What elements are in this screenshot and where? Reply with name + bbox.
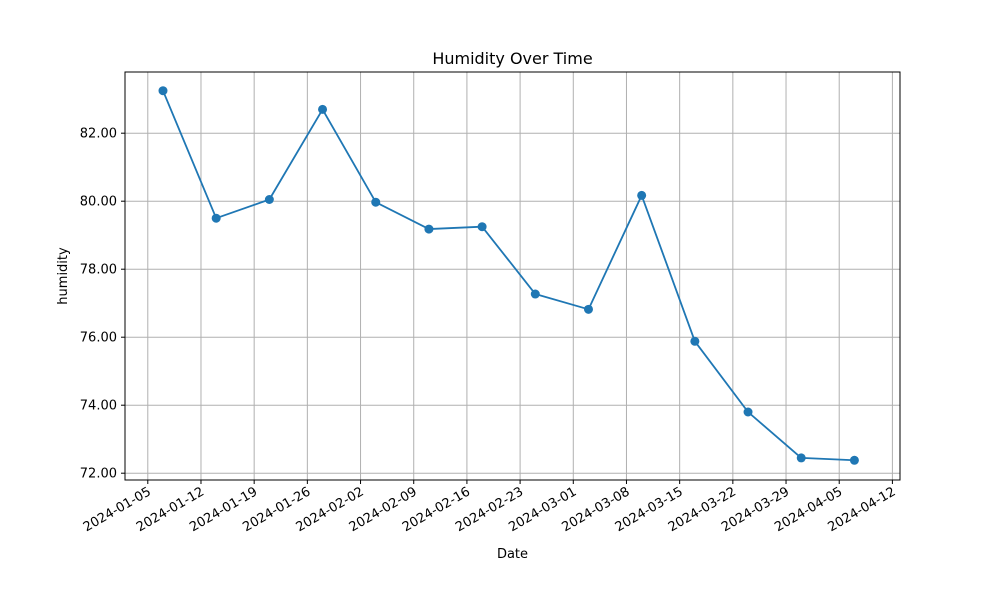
chart-title: Humidity Over Time xyxy=(432,49,592,68)
plot-area-frame xyxy=(124,71,901,481)
y-tick-label: 76.00 xyxy=(80,331,117,346)
data-point xyxy=(264,195,274,204)
data-point xyxy=(743,407,753,417)
axes: 72.0074.0076.0078.0080.0082.002024-01-05… xyxy=(80,127,899,536)
y-tick-label: 74.00 xyxy=(80,399,117,414)
data-point xyxy=(849,455,859,465)
data-point xyxy=(530,289,540,299)
y-axis-label: humidity xyxy=(56,247,71,305)
data-point xyxy=(690,336,700,346)
series-layer xyxy=(158,86,859,465)
data-point xyxy=(796,453,806,463)
data-point xyxy=(158,86,168,96)
y-tick-label: 82.00 xyxy=(80,127,117,142)
series-line xyxy=(162,90,855,462)
grid xyxy=(125,72,900,480)
data-point xyxy=(477,222,487,232)
data-point xyxy=(318,104,328,114)
y-tick-label: 78.00 xyxy=(80,263,117,278)
y-tick-label: 80.00 xyxy=(80,195,117,210)
data-point xyxy=(583,304,593,314)
data-point xyxy=(211,213,221,223)
data-point xyxy=(424,224,434,234)
data-point xyxy=(637,190,647,200)
data-point xyxy=(371,197,381,207)
x-axis-label: Date xyxy=(497,547,528,562)
y-tick-label: 72.00 xyxy=(80,467,117,482)
